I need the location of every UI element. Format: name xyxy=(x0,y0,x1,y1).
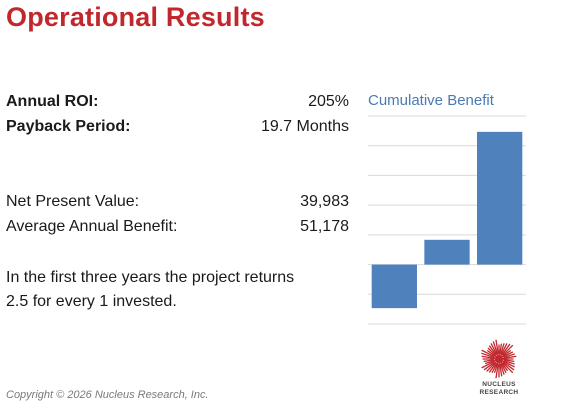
payback-period-row: Payback Period: 19.7 Months xyxy=(6,117,349,137)
net-present-value-label: Net Present Value: xyxy=(6,193,140,210)
summary-text: In the first three years the project ret… xyxy=(6,266,351,314)
page-title: Operational Results xyxy=(6,2,265,32)
annual-roi-row: Annual ROI: 205% xyxy=(6,92,349,112)
payback-period-label: Payback Period: xyxy=(6,118,131,135)
logo-text-research: RESEARCH xyxy=(479,389,519,396)
bar-year-1 xyxy=(371,264,417,309)
nucleus-research-logo: NUCLEUS RESEARCH xyxy=(474,338,524,400)
net-present-value-row: Net Present Value: 39,983 xyxy=(6,192,349,212)
average-annual-benefit-value: 51,178 xyxy=(300,218,349,235)
logo-text-nucleus: NUCLEUS xyxy=(482,381,516,388)
bar-year-3 xyxy=(477,131,523,265)
annual-roi-label: Annual ROI: xyxy=(6,93,99,110)
average-annual-benefit-label: Average Annual Benefit: xyxy=(6,218,178,235)
annual-roi-value: 205% xyxy=(308,93,349,110)
bar-year-2 xyxy=(424,239,470,265)
copyright-text: Copyright © 2026 Nucleus Research, Inc. xyxy=(6,389,209,401)
average-annual-benefit-row: Average Annual Benefit: 51,178 xyxy=(6,217,349,237)
net-present-value-value: 39,983 xyxy=(300,193,349,210)
chart-title: Cumulative Benefit xyxy=(368,92,494,109)
cumulative-benefit-chart xyxy=(368,115,526,325)
payback-period-value: 19.7 Months xyxy=(260,118,349,135)
summary-line-2: 2.5 for every 1 invested. xyxy=(6,293,177,310)
summary-line-1: In the first three years the project ret… xyxy=(6,269,295,286)
starburst-icon xyxy=(481,339,517,379)
